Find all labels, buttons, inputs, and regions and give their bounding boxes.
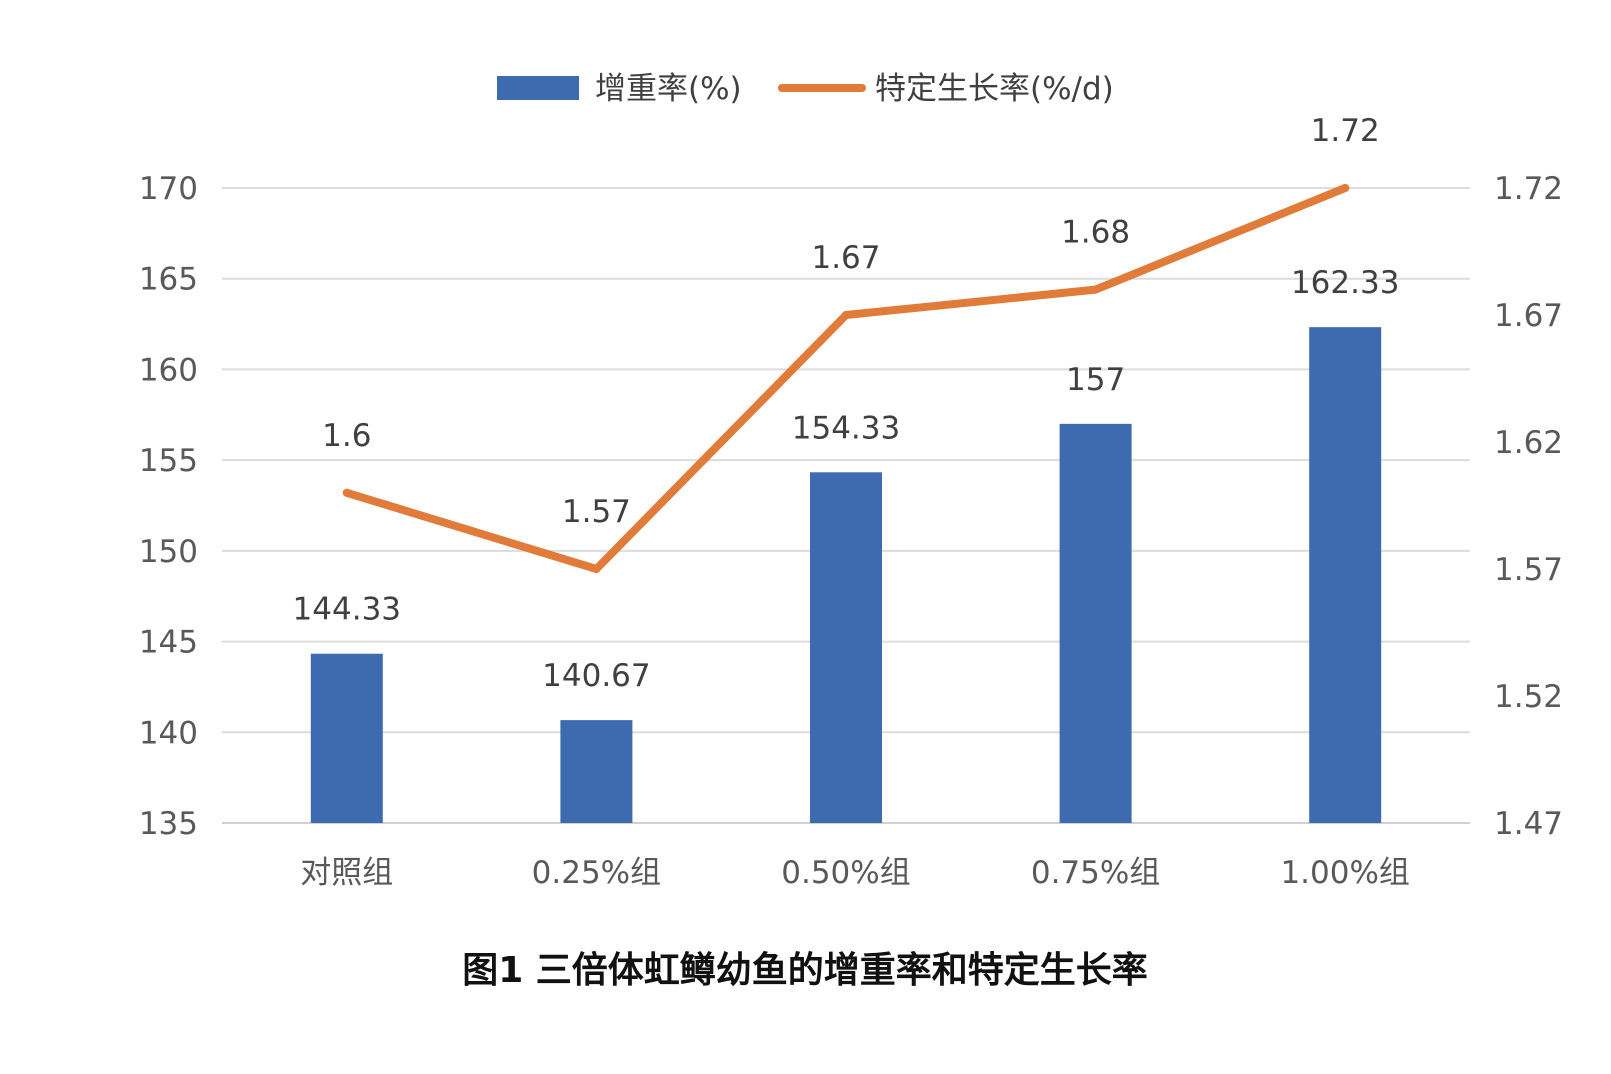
line-data-label: 1.72 <box>1311 113 1380 149</box>
line-data-label: 1.6 <box>322 418 371 454</box>
line-point <box>1341 184 1350 192</box>
y-right-tick-label: 1.57 <box>1494 552 1563 588</box>
line-point <box>842 311 850 319</box>
x-tick-label: 对照组 <box>300 855 393 891</box>
y-left-tick-label: 135 <box>139 806 198 842</box>
bar <box>310 653 383 823</box>
line-point <box>592 565 601 573</box>
line-series <box>342 184 1350 573</box>
axes: 135 140 145 150 155 160 165 170 1.47 1.52 1.57 1.62… <box>139 171 1563 891</box>
bar <box>560 720 633 823</box>
line-data-label: 1.68 <box>1061 215 1130 251</box>
y-right-tick-label: 1.62 <box>1494 425 1563 461</box>
y-left-tick-label: 150 <box>139 534 198 570</box>
y-right-tick-label: 1.67 <box>1494 298 1563 334</box>
y-left-tick-label: 140 <box>139 715 198 751</box>
line-point <box>342 488 351 497</box>
bar-data-label: 157 <box>1066 362 1125 398</box>
y-left-tick-label: 165 <box>139 262 198 298</box>
y-right-tick-label: 1.72 <box>1494 171 1563 207</box>
line-data-label: 1.57 <box>562 494 631 530</box>
bar-data-label: 162.33 <box>1291 265 1399 301</box>
bar-data-label: 154.33 <box>792 410 900 446</box>
y-left-tick-label: 145 <box>139 625 198 661</box>
y-right-tick-label: 1.52 <box>1494 679 1563 715</box>
y-right-tick-label: 1.47 <box>1494 806 1563 842</box>
figure-caption: 图1 三倍体虹鳟幼鱼的增重率和特定生长率 <box>462 950 1148 991</box>
data-labels: 144.33 140.67 154.33 157 162.33 1.6 1.57 1.67 1.… <box>293 113 1400 694</box>
legend: 增重率(%) 特定生长率(%/d) <box>497 71 1114 107</box>
bar-data-label: 144.33 <box>293 592 401 628</box>
y-left-tick-label: 155 <box>139 443 198 479</box>
bar-data-label: 140.67 <box>542 658 650 694</box>
legend-label-bar: 增重率(%) <box>595 71 742 107</box>
x-tick-label: 0.75%组 <box>1031 855 1160 891</box>
legend-label-line: 特定生长率(%/d) <box>875 71 1114 107</box>
y-left-tick-label: 160 <box>139 352 198 388</box>
x-tick-label: 1.00%组 <box>1280 855 1409 891</box>
bar <box>1309 327 1382 823</box>
line-point <box>1091 285 1100 294</box>
line-data-label: 1.67 <box>811 240 880 276</box>
bar-series <box>310 327 1382 823</box>
x-tick-label: 0.25%组 <box>532 855 661 891</box>
x-tick-label: 0.50%组 <box>781 855 910 891</box>
bar <box>1059 423 1132 823</box>
bar <box>810 472 882 823</box>
legend-swatch-bar <box>497 76 579 100</box>
y-left-tick-label: 170 <box>139 171 198 207</box>
